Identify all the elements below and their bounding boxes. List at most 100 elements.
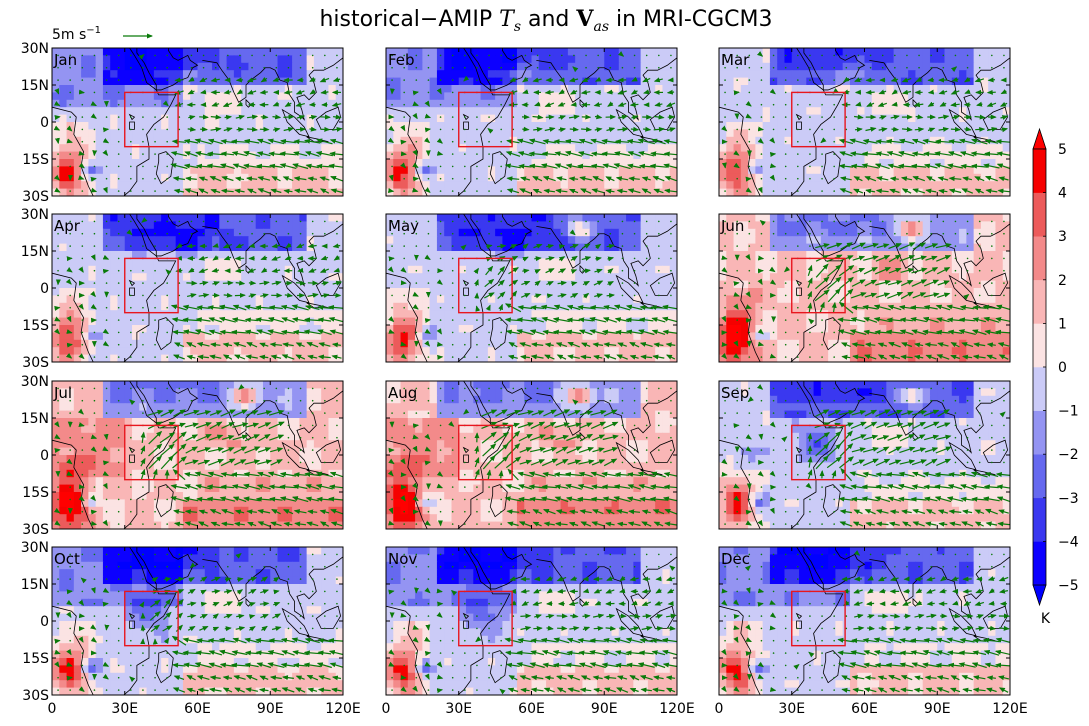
heatmap-cell	[633, 173, 642, 182]
wind-vector	[154, 103, 156, 106]
wind-vector	[724, 103, 726, 106]
heatmap-cell	[139, 99, 148, 108]
heatmap-cell	[335, 310, 343, 319]
heatmap-cell	[124, 99, 133, 108]
heatmap-cell	[407, 85, 416, 93]
heatmap-cell	[473, 129, 482, 138]
wind-vector	[117, 319, 120, 321]
heatmap-cell	[611, 129, 620, 138]
heatmap-cell	[560, 107, 569, 116]
wind-vector	[105, 165, 108, 168]
heatmap-cell	[516, 144, 525, 153]
wind-vector	[105, 177, 108, 180]
heatmap-cell	[813, 48, 822, 56]
heatmap-cell	[900, 85, 909, 93]
heatmap-cell	[784, 99, 793, 108]
heatmap-cell	[988, 114, 997, 123]
heatmap-cell	[466, 99, 474, 108]
wind-vector	[1000, 115, 1009, 120]
heatmap-cell	[575, 144, 584, 153]
heatmap-cell	[59, 129, 68, 138]
heatmap-cell	[102, 258, 111, 267]
heatmap-cell	[451, 136, 460, 145]
heatmap-cell	[719, 181, 727, 190]
heatmap-cell	[813, 151, 822, 160]
wind-vector	[412, 101, 419, 106]
heatmap-cell	[95, 325, 104, 333]
heatmap-cell	[806, 136, 815, 145]
wind-vector	[606, 89, 614, 95]
wind-vector	[769, 137, 776, 144]
heatmap-cell	[748, 92, 756, 101]
heatmap-cell	[429, 273, 438, 282]
heatmap-cell	[81, 70, 89, 79]
heatmap-cell	[197, 273, 206, 282]
heatmap-cell	[546, 114, 554, 123]
wind-vector	[757, 138, 764, 144]
wind-vector	[579, 176, 593, 181]
heatmap-cell	[980, 48, 989, 56]
wind-vector	[93, 54, 96, 57]
heatmap-cell	[407, 144, 416, 153]
wind-vector	[166, 282, 168, 284]
heatmap-cell	[313, 55, 322, 64]
heatmap-cell	[292, 236, 300, 245]
heatmap-cell	[241, 317, 250, 326]
heatmap-cell	[893, 70, 902, 79]
heatmap-cell	[73, 99, 82, 108]
heatmap-cell	[553, 70, 562, 79]
wind-vector	[178, 128, 181, 131]
wind-vector	[833, 190, 835, 192]
heatmap-cell	[784, 48, 793, 56]
heatmap-cell	[951, 55, 960, 64]
heatmap-cell	[937, 129, 946, 138]
wind-vector	[81, 116, 84, 118]
heatmap-cell	[893, 144, 902, 153]
heatmap-cell	[284, 221, 293, 230]
title-and: and	[521, 7, 576, 32]
heatmap-cell	[589, 181, 598, 190]
heatmap-cell	[487, 273, 496, 282]
heatmap-cell	[197, 221, 206, 230]
heatmap-cell	[415, 144, 423, 153]
heatmap-cell	[306, 280, 315, 289]
heatmap-cell	[233, 310, 242, 319]
heatmap-cell	[662, 188, 671, 196]
heatmap-cell	[110, 288, 119, 296]
heatmap-cell	[799, 99, 807, 108]
heatmap-cell	[748, 166, 756, 175]
heatmap-cell	[980, 181, 989, 190]
heatmap-cell	[995, 107, 1004, 116]
heatmap-cell	[828, 55, 837, 64]
heatmap-cell	[495, 136, 504, 145]
y-tick-label: 0	[40, 115, 49, 131]
heatmap-cell	[900, 48, 909, 56]
wind-vector	[117, 54, 120, 57]
heatmap-cell	[95, 310, 104, 319]
heatmap-cell	[589, 70, 598, 79]
heatmap-cell	[669, 228, 677, 237]
heatmap-cell	[132, 159, 140, 167]
heatmap-cell	[88, 317, 97, 326]
heatmap-cell	[828, 92, 837, 101]
wind-vector	[875, 188, 889, 194]
wind-vector	[166, 165, 168, 168]
heatmap-cell	[124, 288, 133, 296]
heatmap-cell	[88, 339, 97, 348]
heatmap-cell	[335, 77, 343, 86]
heatmap-cell	[886, 107, 895, 116]
heatmap-cell	[73, 347, 82, 356]
heatmap-cell	[175, 92, 184, 101]
heatmap-cell	[980, 159, 989, 167]
wind-vector	[616, 188, 628, 194]
heatmap-cell	[182, 114, 191, 123]
heatmap-cell	[502, 85, 511, 93]
heatmap-cell	[95, 166, 104, 175]
heatmap-cell	[219, 243, 228, 252]
heatmap-cell	[241, 181, 250, 190]
heatmap-cell	[626, 92, 634, 101]
heatmap-cell	[553, 99, 562, 108]
wind-vector	[117, 282, 120, 284]
heatmap-cell	[422, 258, 431, 267]
wind-vector	[57, 165, 59, 168]
